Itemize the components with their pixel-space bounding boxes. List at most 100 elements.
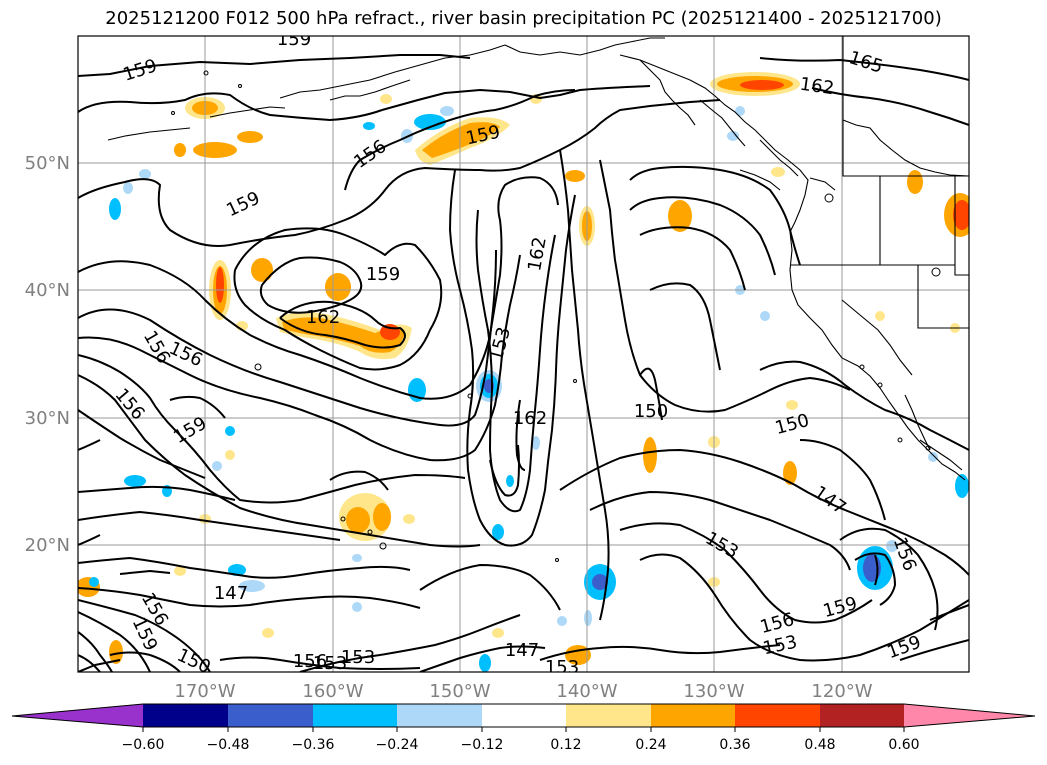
colorbar-tick-label: 0.36 xyxy=(719,737,750,753)
precip-patch xyxy=(228,564,246,576)
colorbar-bin xyxy=(482,704,566,727)
colorbar: −0.60 −0.48 −0.36 −0.24 −0.12 0.12 0.24 … xyxy=(11,703,1036,753)
precip-patch xyxy=(479,654,491,672)
precip-fill-layer xyxy=(78,72,969,672)
precip-patch xyxy=(225,450,235,460)
precip-patch xyxy=(492,628,504,638)
lat-label-20n: 20°N xyxy=(25,535,70,556)
precip-patch xyxy=(174,566,186,576)
lat-label-50n: 50°N xyxy=(25,153,70,174)
precip-patch xyxy=(352,554,362,562)
contour-label: 150 xyxy=(634,401,668,422)
precip-patch xyxy=(643,437,657,473)
precip-patch xyxy=(380,94,392,104)
lon-label-160w: 160°W xyxy=(302,681,363,702)
precip-patch xyxy=(668,200,692,232)
colorbar-tick-label: −0.36 xyxy=(292,737,335,753)
colorbar-bin xyxy=(566,704,651,727)
precip-patch xyxy=(174,143,186,157)
precip-patch xyxy=(506,475,514,487)
islands xyxy=(171,70,941,562)
precip-patch xyxy=(109,198,121,220)
lon-label-140w: 140°W xyxy=(556,681,617,702)
lon-label-120w: 120°W xyxy=(811,681,872,702)
precip-patch xyxy=(875,311,885,321)
contour-label: 162 xyxy=(513,408,547,429)
precip-patch xyxy=(727,131,739,141)
precip-patch xyxy=(955,474,969,498)
colorbar-tick-label: −0.60 xyxy=(122,737,165,753)
contour-label: 156 xyxy=(293,651,327,672)
precip-patch xyxy=(771,167,785,177)
precip-patch xyxy=(786,400,798,410)
colorbar-under-arrow xyxy=(12,704,143,727)
precip-patch xyxy=(907,170,923,194)
precip-patch xyxy=(584,564,616,600)
precip-patch xyxy=(557,616,567,626)
precip-patch xyxy=(760,311,770,321)
precip-patch xyxy=(886,540,898,552)
contour-label: 162 xyxy=(798,74,835,100)
precip-patch xyxy=(123,182,133,194)
map-title: 2025121200 F012 500 hPa refract., river … xyxy=(105,8,942,29)
colorbar-over-arrow xyxy=(904,704,1035,727)
lon-label-170w: 170°W xyxy=(174,681,235,702)
colorbar-bin xyxy=(228,704,313,727)
lat-label-40n: 40°N xyxy=(25,280,70,301)
colorbar-tick-label: −0.48 xyxy=(207,737,250,753)
colorbar-bin xyxy=(651,704,735,727)
colorbar-bin xyxy=(313,704,397,727)
colorbar-bin xyxy=(397,704,482,727)
colorbar-bin xyxy=(143,704,228,727)
contour-label: 147 xyxy=(505,640,539,661)
precip-patch xyxy=(710,72,800,96)
colorbar-bin xyxy=(735,704,820,727)
precip-patch xyxy=(783,461,797,485)
colorbar-tick-label: 0.24 xyxy=(635,737,666,753)
contour-label: 159 xyxy=(366,264,400,285)
precip-patch xyxy=(139,169,151,179)
colorbar-tick-label: 0.48 xyxy=(804,737,835,753)
colorbar-tick-label: −0.12 xyxy=(461,737,504,753)
latitude-labels: 50°N 40°N 30°N 20°N xyxy=(25,153,70,556)
contour-label: 162 xyxy=(306,307,340,328)
precip-patch xyxy=(532,436,540,450)
precip-patch xyxy=(415,117,510,165)
precip-patch xyxy=(565,170,585,182)
contour-label: 147 xyxy=(214,583,248,604)
precip-patch xyxy=(109,640,123,664)
contour-label: 153 xyxy=(545,657,579,678)
precip-patch xyxy=(325,273,351,301)
colorbar-tick-label: 0.60 xyxy=(888,737,919,753)
precip-patch xyxy=(735,106,745,116)
precip-patch xyxy=(944,193,969,237)
precip-patch xyxy=(352,602,362,612)
precip-patch xyxy=(584,610,592,626)
graticule xyxy=(78,36,969,672)
precip-patch xyxy=(928,452,938,462)
precip-patch xyxy=(124,475,146,487)
map-plot-area xyxy=(78,36,969,672)
precip-patch xyxy=(403,514,415,524)
precip-patch xyxy=(193,142,237,158)
longitude-labels: 170°W 160°W 150°W 140°W 130°W 120°W xyxy=(174,681,872,702)
contour-label: 153 xyxy=(313,653,347,674)
lon-label-150w: 150°W xyxy=(429,681,490,702)
contour-lines xyxy=(78,54,969,672)
contour-label: 159 xyxy=(277,29,311,50)
contour-label: 153 xyxy=(341,647,375,668)
precip-patch xyxy=(237,131,263,143)
precip-patch xyxy=(339,493,391,541)
colorbar-ticks xyxy=(142,727,905,732)
lat-label-30n: 30°N xyxy=(25,408,70,429)
precip-patch xyxy=(239,580,265,592)
precip-patch xyxy=(363,122,375,130)
colorbar-bin xyxy=(820,704,904,727)
precip-patch xyxy=(89,577,99,587)
precip-patch xyxy=(492,524,504,540)
precip-patch xyxy=(262,628,274,638)
lon-label-130w: 130°W xyxy=(683,681,744,702)
precip-patch xyxy=(212,461,222,471)
precip-patch xyxy=(251,258,273,282)
